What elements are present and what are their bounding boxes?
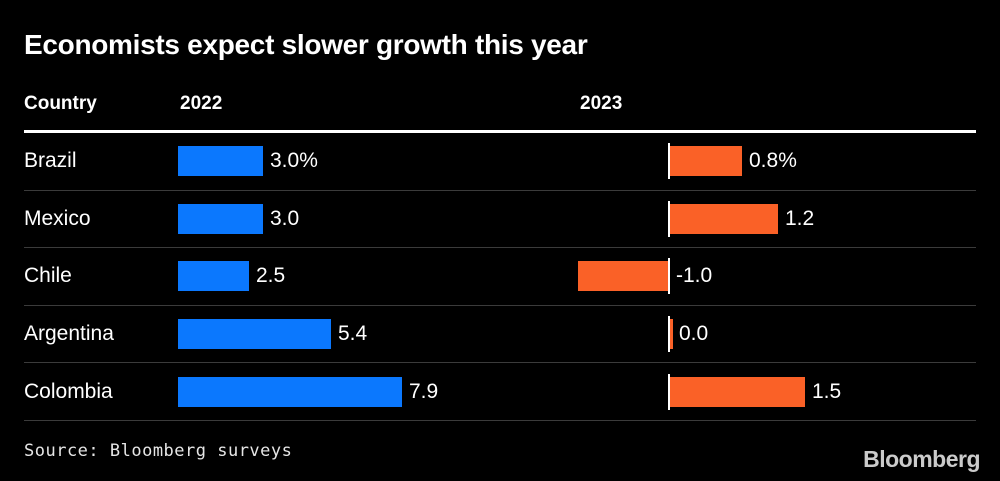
bar-2023 [670,376,805,407]
table-row: Chile 2.5 -1.0 [24,248,976,306]
value-label-2023: -1.0 [676,264,713,288]
table-row: Brazil 3.0% 0.8% [24,133,976,191]
zero-baseline-tick [668,258,670,295]
country-label: Chile [24,264,72,288]
zero-baseline-tick [668,200,670,237]
bar-2022 [178,146,263,177]
chart-title: Economists expect slower growth this yea… [24,29,588,60]
column-headers: Country 2022 2023 [0,93,1000,115]
country-label: Brazil [24,149,77,173]
bar-2022 [178,376,402,407]
value-label-2023: 0.0 [679,322,709,346]
bar-2023 [670,319,673,350]
zero-baseline-tick [668,316,670,353]
header-2023: 2023 [580,93,623,114]
value-label-2022: 3.0% [270,149,318,173]
value-label-2022: 3.0 [270,206,300,230]
bar-2022 [178,261,249,292]
country-label: Argentina [24,322,114,346]
country-label: Colombia [24,379,113,403]
value-label-2023: 1.2 [785,206,815,230]
zero-baseline-tick [668,143,670,180]
table-row: Mexico 3.0 1.2 [24,191,976,249]
zero-baseline-tick [668,373,670,410]
table-row: Argentina 5.4 0.0 [24,306,976,364]
source-note: Source: Bloomberg surveys [24,441,293,461]
bar-2023 [670,203,778,234]
header-rule [24,130,976,133]
value-label-2022: 2.5 [256,264,286,288]
bar-2022 [178,203,263,234]
value-label-2022: 7.9 [409,379,439,403]
bar-2022 [178,319,331,350]
bloomberg-logo: Bloomberg [863,446,980,472]
header-country: Country [24,93,97,114]
value-label-2022: 5.4 [338,322,368,346]
chart-rows: Brazil 3.0% 0.8% Mexico 3.0 1.2 Chile 2.5 -1.0 Ar… [24,133,976,421]
country-label: Mexico [24,206,91,230]
header-2022: 2022 [180,93,223,114]
bar-2023 [670,146,742,177]
table-row: Colombia 7.9 1.5 [24,363,976,421]
bar-2023 [578,261,668,292]
value-label-2023: 0.8% [749,149,797,173]
value-label-2023: 1.5 [812,379,842,403]
